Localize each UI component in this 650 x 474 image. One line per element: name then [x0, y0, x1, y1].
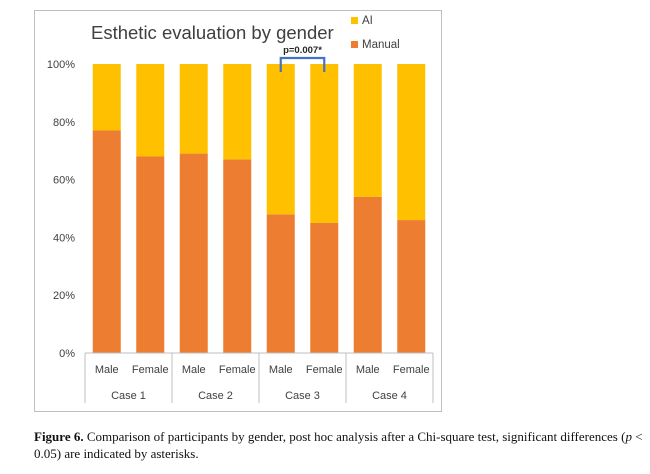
x-category-label: Female	[393, 364, 430, 376]
legend-label-manual: Manual	[362, 39, 400, 51]
x-category-label: Male	[95, 364, 119, 376]
x-axis: Male Female Male Female Male Female Male Female…	[84, 352, 434, 403]
y-tick-label: 20%	[53, 290, 75, 302]
stacked-bar-chart: Esthetic evaluation by gender AI Manual 0…	[47, 15, 434, 403]
x-category-label: Female	[306, 364, 343, 376]
x-group-label: Case 3	[285, 390, 320, 402]
figure-caption: Figure 6. Comparison of participants by …	[34, 428, 644, 462]
significance-annotation: p=0.007*	[279, 45, 326, 72]
bar-ai-5	[266, 64, 295, 215]
bar-ai-4	[223, 64, 252, 160]
bar-manual-3	[179, 153, 208, 353]
caption-text-2: < 0.05) are indicated by asterisks.	[34, 429, 643, 461]
y-axis: 0% 20% 40% 60% 80% 100%	[47, 59, 75, 360]
y-tick-label: 80%	[53, 117, 75, 129]
bar-manual-2	[136, 156, 165, 353]
x-category-label: Male	[356, 364, 380, 376]
y-tick-label: 40%	[53, 232, 75, 244]
x-category-label: Male	[182, 364, 206, 376]
bar-ai-3	[179, 64, 208, 154]
bar-ai-8	[397, 64, 426, 221]
bars	[92, 64, 426, 353]
bar-manual-6	[310, 222, 339, 353]
chart-title: Esthetic evaluation by gender	[91, 22, 334, 43]
x-category-label: Female	[132, 364, 169, 376]
y-tick-label: 100%	[47, 59, 75, 71]
significance-label: p=0.007*	[283, 45, 322, 56]
legend-label-ai: AI	[362, 15, 373, 27]
bar-ai-7	[353, 64, 382, 197]
legend-swatch-manual	[351, 41, 358, 48]
x-group-label: Case 1	[111, 390, 146, 402]
x-group-label: Case 2	[198, 390, 233, 402]
caption-p: p	[625, 429, 632, 444]
caption-text-1: Comparison of participants by gender, po…	[86, 429, 626, 444]
y-tick-label: 60%	[53, 175, 75, 187]
x-category-label: Male	[269, 364, 293, 376]
bar-manual-1	[92, 130, 121, 353]
legend: AI Manual	[351, 15, 400, 51]
legend-swatch-ai	[351, 17, 358, 24]
significance-bracket	[279, 56, 326, 72]
x-group-label: Case 4	[372, 390, 407, 402]
bar-ai-2	[136, 64, 165, 157]
bar-ai-1	[92, 64, 121, 131]
bar-manual-5	[266, 214, 295, 353]
x-category-label: Female	[219, 364, 256, 376]
bar-manual-8	[397, 220, 426, 353]
bar-manual-7	[353, 196, 382, 353]
y-tick-label: 0%	[59, 348, 75, 360]
bar-ai-6	[310, 64, 339, 223]
bar-manual-4	[223, 159, 252, 353]
figure-panel: Esthetic evaluation by gender AI Manual 0…	[34, 10, 442, 412]
caption-label: Figure 6.	[34, 429, 84, 444]
